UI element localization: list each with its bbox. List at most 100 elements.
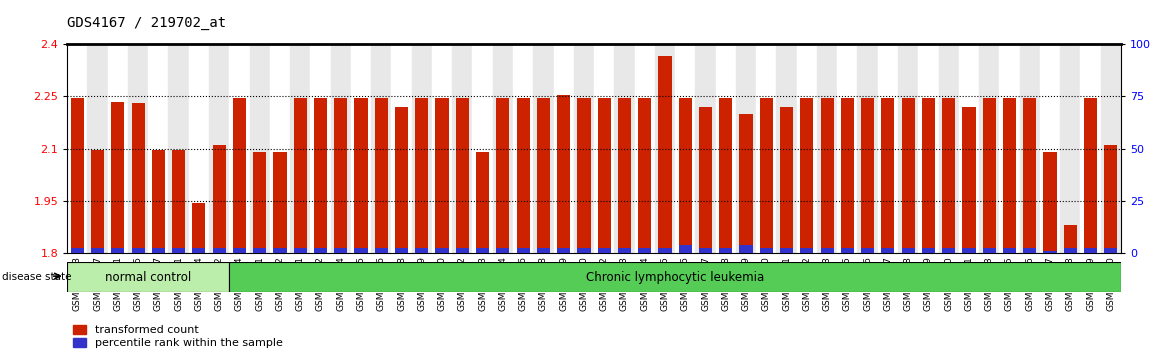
Bar <box>574 44 594 253</box>
Bar <box>578 98 591 253</box>
Bar <box>91 150 104 253</box>
Text: disease state: disease state <box>2 272 72 282</box>
Bar <box>213 248 226 253</box>
Bar <box>229 44 250 253</box>
Bar <box>1020 44 1040 253</box>
Bar <box>862 98 874 253</box>
Bar <box>899 44 918 253</box>
Bar <box>858 44 878 253</box>
Bar <box>375 248 388 253</box>
Bar <box>152 150 164 253</box>
Bar <box>1024 248 1036 253</box>
Bar <box>716 44 736 253</box>
Bar <box>148 44 169 253</box>
Bar <box>513 44 534 253</box>
Bar <box>638 98 651 253</box>
Text: Chronic lymphocytic leukemia: Chronic lymphocytic leukemia <box>586 270 764 284</box>
Bar <box>983 248 996 253</box>
Bar <box>435 98 448 253</box>
Bar <box>902 248 915 253</box>
Bar <box>598 248 610 253</box>
Bar <box>699 248 712 253</box>
Bar <box>476 248 489 253</box>
Bar <box>1003 98 1016 253</box>
Bar <box>962 248 975 253</box>
Bar <box>497 98 510 253</box>
Bar <box>777 44 797 253</box>
Bar <box>416 98 428 253</box>
Bar <box>878 44 899 253</box>
Bar <box>983 98 996 253</box>
Bar <box>800 248 813 253</box>
Bar <box>918 44 939 253</box>
Bar <box>152 248 164 253</box>
Bar <box>310 44 331 253</box>
Bar <box>695 44 716 253</box>
Bar <box>534 44 554 253</box>
Bar <box>291 44 310 253</box>
Bar <box>169 44 189 253</box>
Bar <box>740 114 753 253</box>
Bar <box>71 248 83 253</box>
Bar <box>818 44 837 253</box>
Bar <box>1061 44 1080 253</box>
Bar <box>213 145 226 253</box>
Bar <box>841 98 853 253</box>
Bar <box>516 98 529 253</box>
Bar <box>314 248 327 253</box>
Bar <box>67 44 88 253</box>
Bar <box>1024 98 1036 253</box>
Bar <box>837 44 857 253</box>
Bar <box>129 44 148 253</box>
Bar <box>331 44 351 253</box>
Bar <box>472 44 493 253</box>
Bar <box>554 44 574 253</box>
Bar <box>959 44 980 253</box>
Bar <box>71 98 83 253</box>
Bar <box>943 98 955 253</box>
Bar <box>91 248 104 253</box>
Bar <box>351 44 371 253</box>
Bar <box>476 152 489 253</box>
Bar <box>821 248 834 253</box>
Bar <box>557 248 570 253</box>
Bar <box>493 44 513 253</box>
Bar <box>638 248 651 253</box>
Bar <box>598 98 610 253</box>
Bar <box>273 248 286 253</box>
Bar <box>760 248 772 253</box>
Bar <box>335 98 347 253</box>
Bar <box>354 248 367 253</box>
Bar <box>780 107 793 253</box>
Text: GDS4167 / 219702_at: GDS4167 / 219702_at <box>67 16 226 30</box>
Bar <box>233 248 245 253</box>
Bar <box>453 44 472 253</box>
Bar <box>943 248 955 253</box>
Bar <box>132 248 145 253</box>
Bar <box>618 248 631 253</box>
Bar <box>537 98 550 253</box>
FancyBboxPatch shape <box>229 262 1121 292</box>
Bar <box>192 202 205 253</box>
FancyBboxPatch shape <box>67 262 229 292</box>
Bar <box>456 98 469 253</box>
Bar <box>1040 44 1061 253</box>
Bar <box>922 98 935 253</box>
Bar <box>1100 44 1121 253</box>
Bar <box>659 56 672 253</box>
Bar <box>1105 248 1117 253</box>
Bar <box>516 248 529 253</box>
Bar <box>902 98 915 253</box>
Bar <box>1105 145 1117 253</box>
Bar <box>294 98 307 253</box>
Bar <box>432 44 453 253</box>
Bar <box>699 107 712 253</box>
Bar <box>335 248 347 253</box>
Bar <box>881 98 894 253</box>
Bar <box>719 98 732 253</box>
Bar <box>760 98 772 253</box>
Bar <box>391 44 412 253</box>
Bar <box>1043 152 1056 253</box>
Bar <box>1064 248 1077 253</box>
Bar <box>294 248 307 253</box>
